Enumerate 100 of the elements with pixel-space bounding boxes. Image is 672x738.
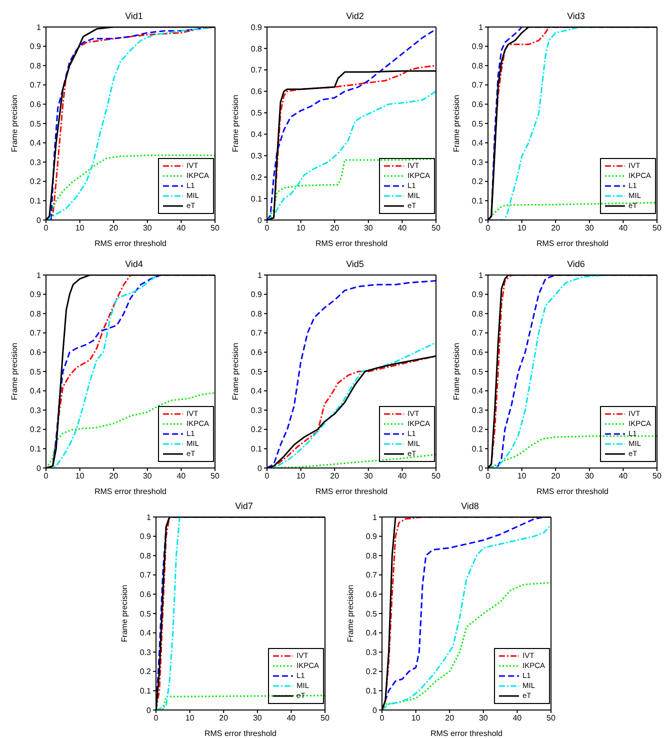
y-tick-label: 0.4 [30, 386, 42, 396]
y-tick-label: 0.3 [250, 406, 263, 415]
y-tick-label: 1 [478, 22, 484, 32]
y-tick-label: 0.2 [472, 177, 484, 186]
y-tick-label: 0.6 [140, 590, 152, 600]
y-tick-label: 0.4 [250, 130, 263, 140]
y-axis-title: Frame precision [10, 342, 19, 400]
y-axis-title: Frame precision [120, 584, 129, 642]
x-tick-label: 40 [286, 714, 296, 723]
y-tick-label: 0.4 [472, 386, 484, 396]
y-tick-label: 0 [258, 464, 263, 473]
x-tick-label: 50 [210, 224, 220, 233]
y-tick-label: 0.6 [250, 87, 263, 96]
y-axis-title: Frame precision [230, 342, 240, 400]
y-tick-label: 0.2 [30, 177, 42, 186]
y-tick-label: 0.5 [250, 108, 263, 118]
y-tick-label: 0.1 [140, 686, 152, 696]
x-tick-label: 20 [109, 472, 119, 481]
line-series [267, 28, 436, 220]
y-axis-title: Frame precision [452, 94, 461, 152]
x-tick-label: 40 [618, 472, 628, 481]
x-axis-title: RMS error threshold [94, 239, 167, 248]
x-tick-label: 0 [264, 224, 270, 233]
y-tick-label: 0.1 [250, 194, 263, 204]
x-tick-label: 40 [512, 714, 522, 723]
y-tick-label: 0.8 [472, 61, 484, 70]
y-tick-label: 0 [146, 706, 152, 715]
y-tick-label: 0.7 [30, 328, 42, 338]
x-axis-title: RMS error threshold [315, 487, 388, 496]
x-tick-label: 0 [486, 224, 491, 233]
x-tick-label: 30 [584, 472, 594, 481]
y-tick-label: 0.8 [250, 44, 263, 54]
y-tick-label: 1 [36, 270, 42, 280]
y-tick-label: 0.5 [472, 119, 484, 128]
y-tick-label: 0.8 [30, 61, 42, 70]
x-tick-label: 20 [219, 714, 229, 723]
y-tick-label: 0.6 [30, 348, 42, 358]
y-tick-label: 0.4 [30, 138, 42, 148]
y-tick-label: 0.3 [472, 406, 484, 415]
x-tick-label: 30 [584, 224, 594, 233]
y-tick-label: 0.2 [30, 425, 42, 434]
x-tick-label: 30 [142, 224, 152, 233]
x-tick-label: 30 [364, 224, 374, 233]
x-tick-label: 0 [264, 472, 270, 481]
y-tick-label: 0.6 [472, 100, 484, 110]
y-tick-label: 1 [36, 22, 42, 32]
y-tick-label: 1 [372, 512, 378, 522]
x-tick-label: 50 [432, 224, 441, 233]
x-tick-label: 10 [411, 714, 421, 723]
x-axis-title: RMS error threshold [94, 487, 167, 496]
y-tick-label: 0.1 [366, 686, 378, 696]
x-tick-label: 30 [364, 472, 374, 481]
y-tick-label: 0.2 [250, 172, 263, 182]
y-tick-label: 0 [36, 216, 42, 225]
chart-title: Vid4 [124, 258, 144, 271]
x-tick-label: 0 [486, 472, 491, 481]
y-tick-label: 0.2 [472, 425, 484, 434]
y-tick-label: 0.9 [472, 42, 484, 52]
chart-title: Vid5 [345, 258, 365, 271]
y-tick-label: 0.5 [472, 367, 484, 376]
x-axis-title: RMS error threshold [204, 729, 277, 738]
chart-title: Vid1 [124, 10, 144, 23]
y-axis-title: Frame precision [452, 342, 461, 400]
x-tick-label: 10 [185, 714, 195, 723]
chart-title: Vid7 [234, 500, 254, 513]
y-tick-label: 0 [478, 216, 484, 225]
x-tick-label: 20 [109, 224, 119, 233]
y-tick-label: 0.7 [30, 80, 42, 90]
x-tick-label: 30 [142, 472, 152, 481]
x-tick-label: 10 [75, 224, 85, 233]
y-tick-label: 0.1 [30, 444, 42, 454]
x-tick-label: 0 [380, 714, 385, 723]
y-tick-label: 0.5 [250, 367, 263, 376]
x-tick-label: 40 [618, 224, 628, 233]
x-tick-label: 10 [75, 472, 85, 481]
y-tick-label: 0.8 [472, 309, 484, 318]
x-tick-label: 50 [320, 714, 330, 723]
y-tick-label: 0.3 [30, 406, 42, 415]
x-tick-label: 10 [517, 224, 527, 233]
y-tick-label: 0.1 [472, 444, 484, 454]
chart-title: Vid6 [566, 258, 586, 271]
y-tick-label: 0.3 [366, 648, 378, 657]
y-tick-label: 0 [372, 706, 378, 715]
y-tick-label: 0.9 [140, 532, 152, 542]
x-tick-label: 20 [551, 224, 561, 233]
chart-title: Vid8 [460, 500, 480, 513]
y-tick-label: 0.5 [366, 609, 378, 618]
x-tick-label: 40 [398, 224, 408, 233]
x-tick-label: 0 [44, 472, 49, 481]
chart-title: Vid2 [345, 10, 365, 23]
y-tick-label: 1 [258, 270, 263, 280]
y-tick-label: 0.3 [472, 158, 484, 167]
y-tick-label: 0.4 [366, 628, 378, 638]
x-tick-label: 10 [296, 472, 306, 481]
x-tick-label: 20 [330, 472, 340, 481]
x-tick-label: 10 [517, 472, 527, 481]
y-tick-label: 0.2 [140, 667, 152, 676]
x-tick-label: 0 [154, 714, 159, 723]
y-tick-label: 0.3 [250, 152, 263, 161]
x-tick-label: 40 [176, 224, 186, 233]
